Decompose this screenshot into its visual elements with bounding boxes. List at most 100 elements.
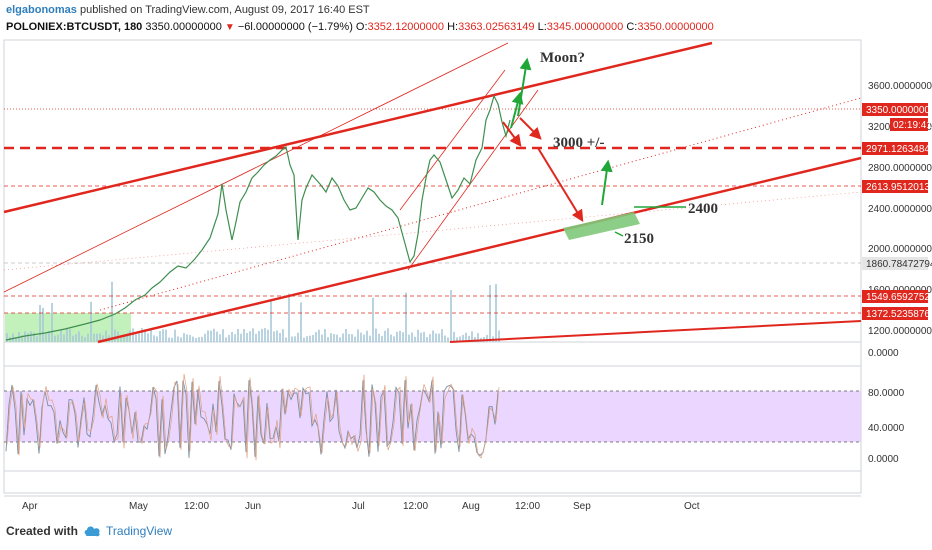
volume-bar <box>219 334 221 342</box>
price-series <box>5 94 511 341</box>
level-3000-annotation[interactable]: 3000 +/- <box>553 135 604 151</box>
marker-1549 <box>862 290 928 303</box>
volume-bar <box>345 328 347 342</box>
tradingview-logo-icon[interactable] <box>84 524 102 538</box>
volume-bar <box>126 334 128 342</box>
time-label: Oct <box>684 501 700 512</box>
close-label: C: <box>626 21 638 33</box>
volume-bar <box>372 297 374 342</box>
volume-bar <box>453 331 455 342</box>
volume-bar <box>237 328 239 342</box>
volume-bar <box>441 329 443 342</box>
level-2400-annotation[interactable]: 2400 <box>688 201 718 217</box>
volume-bar <box>156 336 158 342</box>
volume-bar <box>204 333 206 342</box>
volume-bar <box>456 337 458 342</box>
stoch-rsi-line <box>5 380 499 458</box>
price-tick: 3600.00000000 <box>868 81 932 92</box>
down-arrow-to-target[interactable] <box>537 147 584 223</box>
volume-bar <box>30 331 32 342</box>
volume-bar <box>351 334 353 342</box>
rally-channel-upper[interactable] <box>399 69 506 211</box>
time-label: Jun <box>245 501 261 512</box>
volume-bar <box>111 281 113 342</box>
volume-bar <box>270 300 272 342</box>
volume-bar <box>51 302 53 342</box>
inner-trendline[interactable] <box>3 191 862 271</box>
volume-bar <box>123 334 125 342</box>
volume-bar <box>306 336 308 342</box>
marker-1549-text: 1549.65927528 <box>866 292 932 303</box>
volume-bar <box>240 333 242 342</box>
volume-bar <box>213 328 215 342</box>
volume-bar <box>195 337 197 342</box>
volume-bar <box>81 335 83 342</box>
marker-1860-text: 1860.78472794 <box>866 259 932 270</box>
volume-bar <box>189 335 191 342</box>
level-2150-annotation[interactable]: 2150 <box>624 231 654 247</box>
channel-upper-trendline[interactable] <box>3 41 713 214</box>
up-arrow-small[interactable] <box>510 91 524 129</box>
volume-bar <box>72 335 74 342</box>
volume-bar <box>99 333 101 342</box>
volume-bar <box>465 332 467 342</box>
marker-1860 <box>862 257 928 270</box>
volume-bar <box>63 334 65 342</box>
down-arrow-near[interactable] <box>502 121 522 147</box>
target-zone-box[interactable] <box>563 212 640 240</box>
volume-bar <box>291 336 293 342</box>
volume-bar <box>447 337 449 342</box>
volume-bar <box>387 328 389 342</box>
volume-bar <box>294 336 296 342</box>
moon-annotation[interactable]: Moon? <box>540 50 585 66</box>
volume-bar <box>354 336 356 342</box>
symbol-name[interactable]: POLONIEX:BTCUSDT, 180 <box>6 21 143 33</box>
volume-bar <box>102 335 104 342</box>
open-value: 3352.12000000 <box>367 21 445 33</box>
time-label: 12:00 <box>515 501 540 512</box>
volume-bar <box>132 328 134 342</box>
volume-bar <box>315 332 317 342</box>
volume-bar <box>180 337 182 342</box>
volume-bar <box>48 331 50 342</box>
volume-bar <box>333 333 335 342</box>
volume-bar <box>36 336 38 342</box>
price-change: −6l.00000000 (−1.79%) <box>237 21 353 33</box>
down-arrow-small[interactable] <box>519 117 542 140</box>
volume-bar <box>417 329 419 342</box>
volume-bar <box>186 334 188 342</box>
volume-bar <box>273 331 275 342</box>
up-arrow-recovery[interactable] <box>600 159 613 206</box>
volume-bar <box>168 337 170 342</box>
time-label: 12:00 <box>184 501 209 512</box>
volume-bar <box>192 336 194 342</box>
volume-bar <box>264 328 266 342</box>
up-arrow-moon[interactable] <box>517 57 532 117</box>
volume-bar <box>309 335 311 342</box>
time-label: Apr <box>22 501 38 512</box>
time-label: Aug <box>462 501 480 512</box>
published-text: published on TradingView.com, August 09,… <box>79 4 370 16</box>
rally-channel-lower[interactable] <box>407 89 539 271</box>
volume-bar <box>162 329 164 342</box>
tradingview-brand[interactable]: TradingView <box>106 524 173 538</box>
volume-bar <box>399 330 401 342</box>
marker-countdown-text: 02:19:41 <box>893 120 932 131</box>
price-tick: 2800.00000000 <box>868 163 932 174</box>
footer: Created with TradingView <box>6 524 172 538</box>
down-arrow-icon: ▼ <box>224 22 235 33</box>
author-name[interactable]: elgabonomas <box>6 4 77 16</box>
volume-bar <box>129 330 131 342</box>
steep-upper-trendline[interactable] <box>3 42 509 293</box>
long-support-trendline[interactable] <box>449 320 862 343</box>
volume-bar <box>288 293 290 342</box>
volume-bar <box>201 336 203 342</box>
volume-bar <box>318 329 320 342</box>
volume-bar <box>147 333 149 342</box>
volume-bar <box>177 336 179 342</box>
open-label: O: <box>355 21 368 33</box>
volume-bar <box>282 329 284 342</box>
median-trendline[interactable] <box>99 97 862 311</box>
channel-lower-trendline[interactable] <box>97 156 862 344</box>
